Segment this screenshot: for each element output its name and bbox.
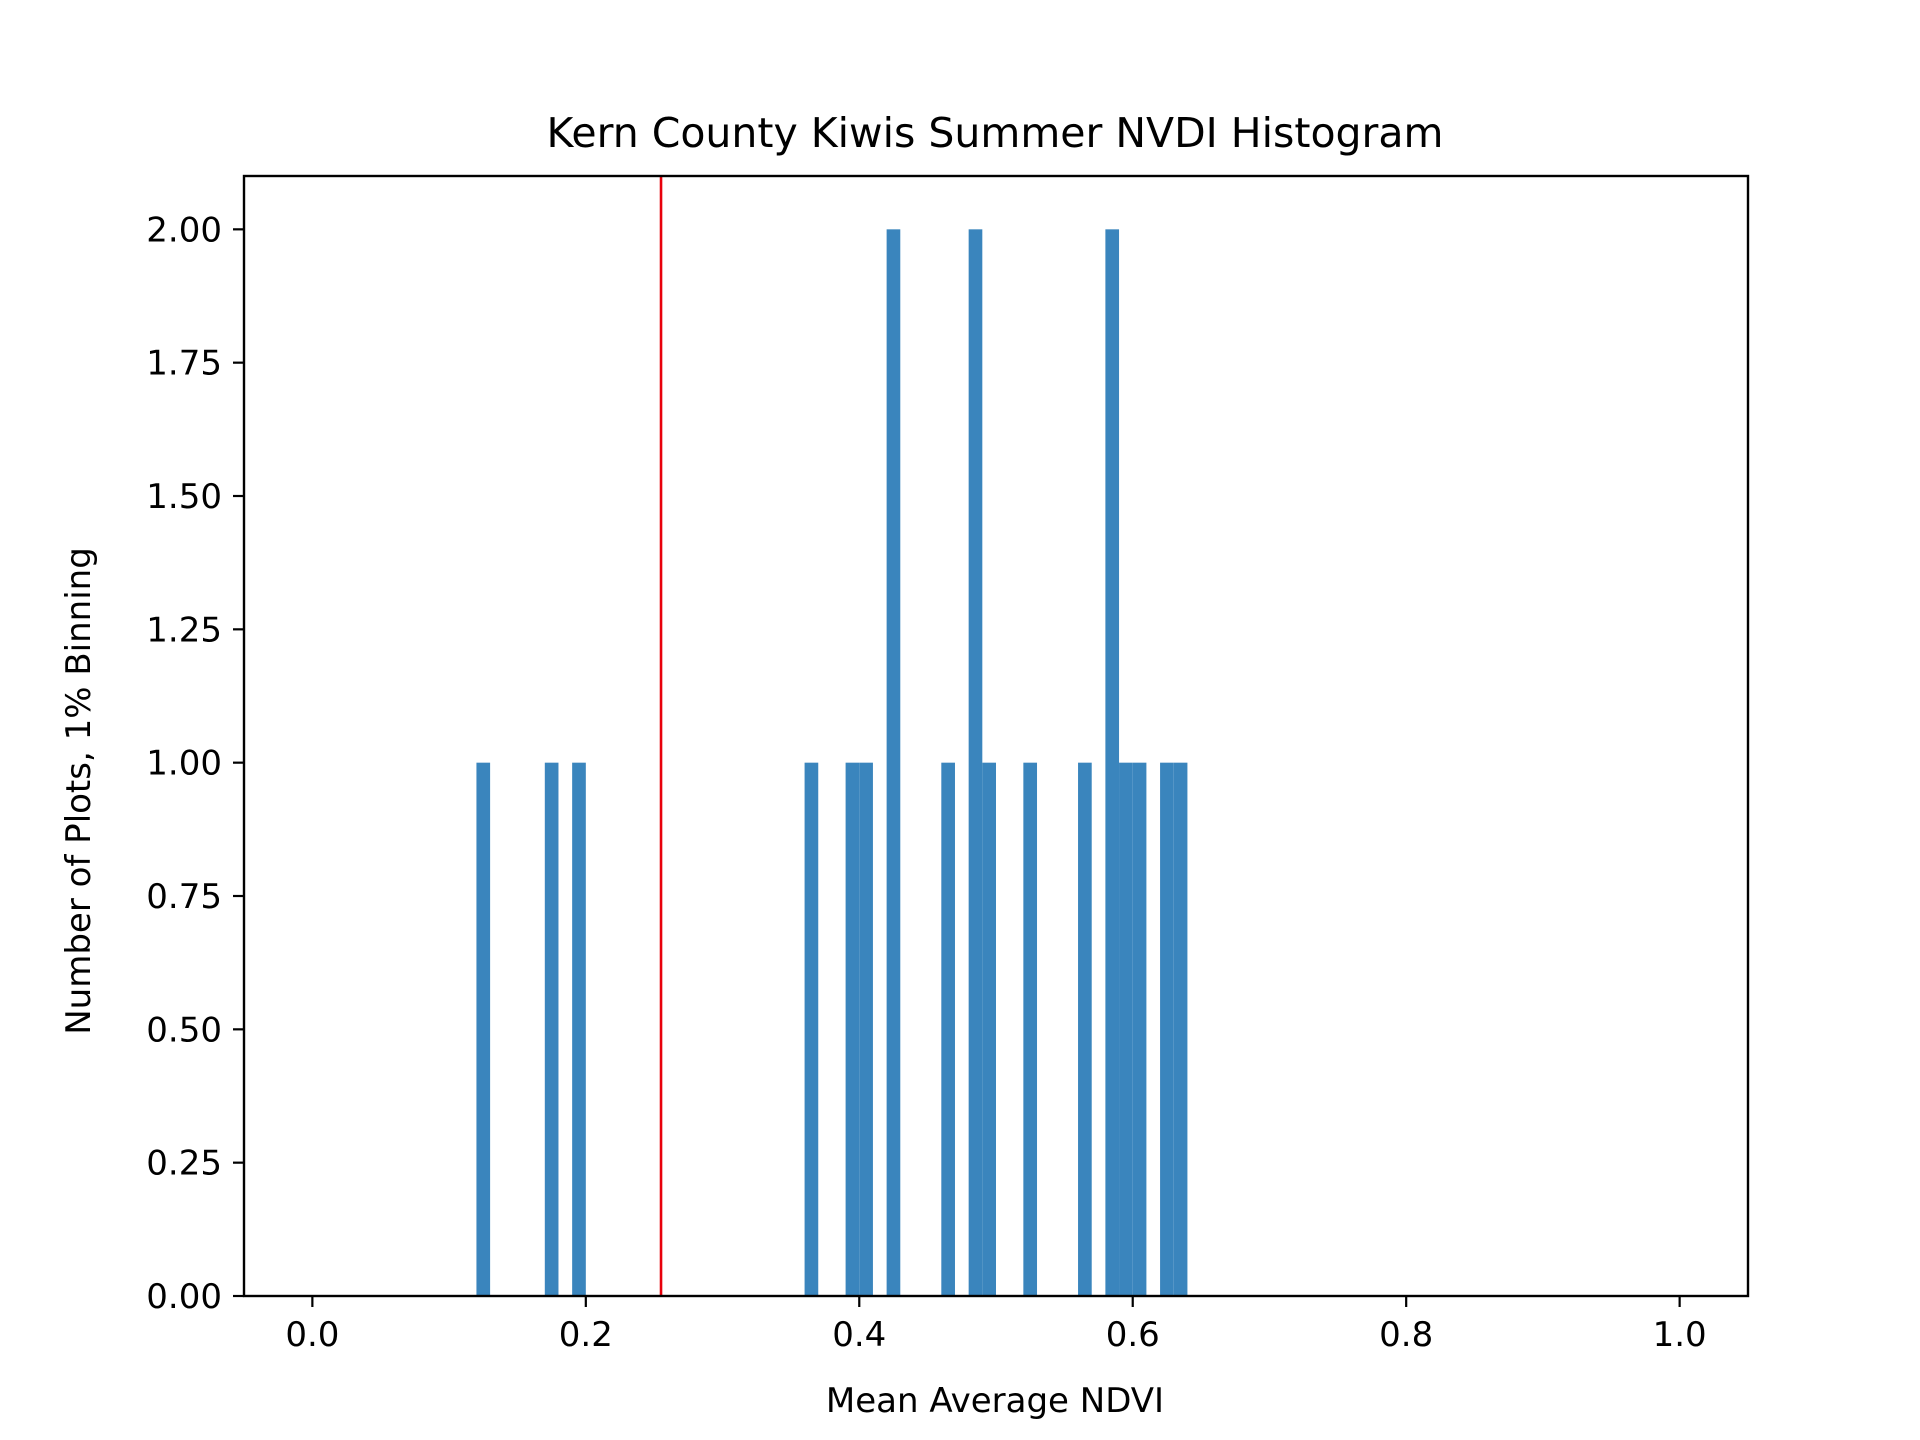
x-tick-label: 0.6 (1106, 1315, 1160, 1355)
histogram-bar (968, 229, 983, 1297)
x-tick-label: 0.8 (1379, 1315, 1433, 1355)
histogram-bar (572, 762, 586, 1296)
y-tick-label: 1.75 (146, 344, 222, 384)
histogram-bar (982, 762, 996, 1296)
x-tick-label: 0.0 (285, 1315, 339, 1355)
histogram-bar (1132, 762, 1147, 1296)
histogram-bar (941, 762, 955, 1296)
histogram-bar (859, 762, 873, 1296)
y-tick-label: 0.75 (146, 877, 222, 917)
histogram-bar (1119, 762, 1133, 1296)
histogram-bar (845, 762, 860, 1296)
x-axis: 0.0 0.2 0.4 0.6 0.8 1.0 (285, 1296, 1707, 1355)
y-tick-label: 0.00 (146, 1277, 222, 1317)
x-tick-label: 0.2 (559, 1315, 613, 1355)
plot-frame (242, 174, 1750, 1298)
y-tick-label: 0.25 (146, 1144, 222, 1184)
histogram-bar (544, 762, 559, 1296)
histogram-bar (1160, 762, 1174, 1296)
histogram-bar (476, 762, 491, 1296)
histogram-bar (1078, 762, 1092, 1296)
y-axis: 0.00 0.25 0.50 0.75 1.00 1.25 1.50 1.75 2.00 (146, 210, 244, 1317)
bars-layer (476, 229, 1188, 1297)
histogram-bar (1173, 762, 1188, 1296)
y-tick-label: 1.00 (146, 744, 222, 784)
y-axis-title: Number of Plots, 1% Binning (59, 547, 99, 1035)
x-tick-label: 1.0 (1653, 1315, 1707, 1355)
x-tick-label: 0.4 (832, 1315, 886, 1355)
y-tick-label: 1.25 (146, 610, 222, 650)
histogram-bar (886, 229, 901, 1297)
histogram-bar (1023, 762, 1038, 1296)
chart-title: Kern County Kiwis Summer NVDI Histogram (547, 109, 1444, 157)
y-tick-label: 2.00 (146, 210, 222, 250)
histogram-bar (1105, 229, 1120, 1297)
histogram-bar (804, 762, 819, 1296)
x-axis-title: Mean Average NDVI (826, 1381, 1164, 1421)
y-tick-label: 0.50 (146, 1010, 222, 1050)
y-tick-label: 1.50 (146, 477, 222, 517)
